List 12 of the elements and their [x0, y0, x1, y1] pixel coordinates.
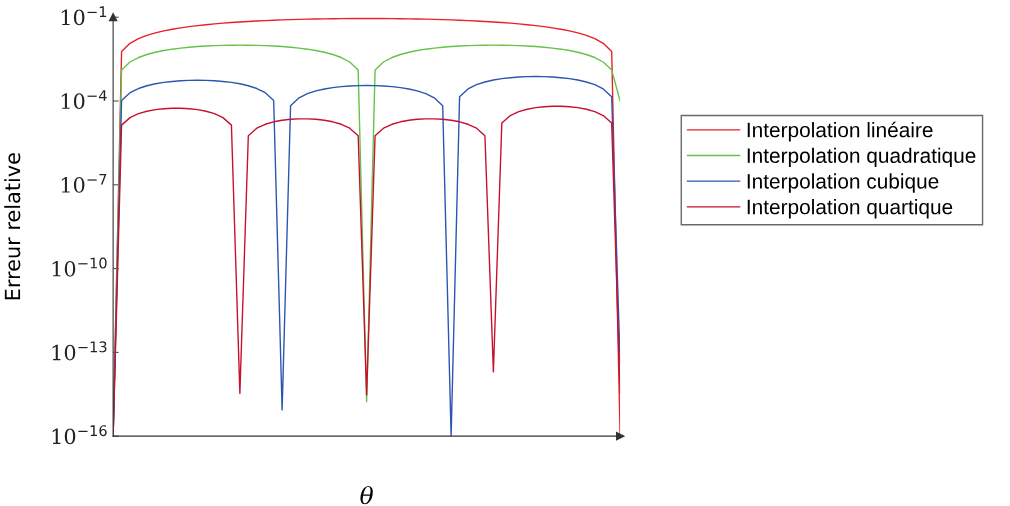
y-tick-label: 10$^{−10}$	[52, 257, 107, 277]
legend-label: Interpolation quadratique	[747, 147, 976, 168]
legend-label: Interpolation linéaire	[747, 121, 933, 142]
y-tick-label: 10$^{−1}$	[61, 6, 107, 26]
y-tick-label: 10$^{−4}$	[61, 90, 107, 110]
y-axis-title: Erreur relative	[4, 153, 21, 300]
y-tick-label: 10$^{−16}$	[52, 425, 107, 445]
x-axis-title: θ	[360, 485, 373, 505]
legend-label: Interpolation quartique	[747, 199, 953, 219]
y-tick-label: 10$^{−13}$	[52, 341, 107, 361]
legend-label: Interpolation cubique	[747, 173, 939, 193]
y-tick-label: 10$^{−7}$	[61, 173, 107, 193]
